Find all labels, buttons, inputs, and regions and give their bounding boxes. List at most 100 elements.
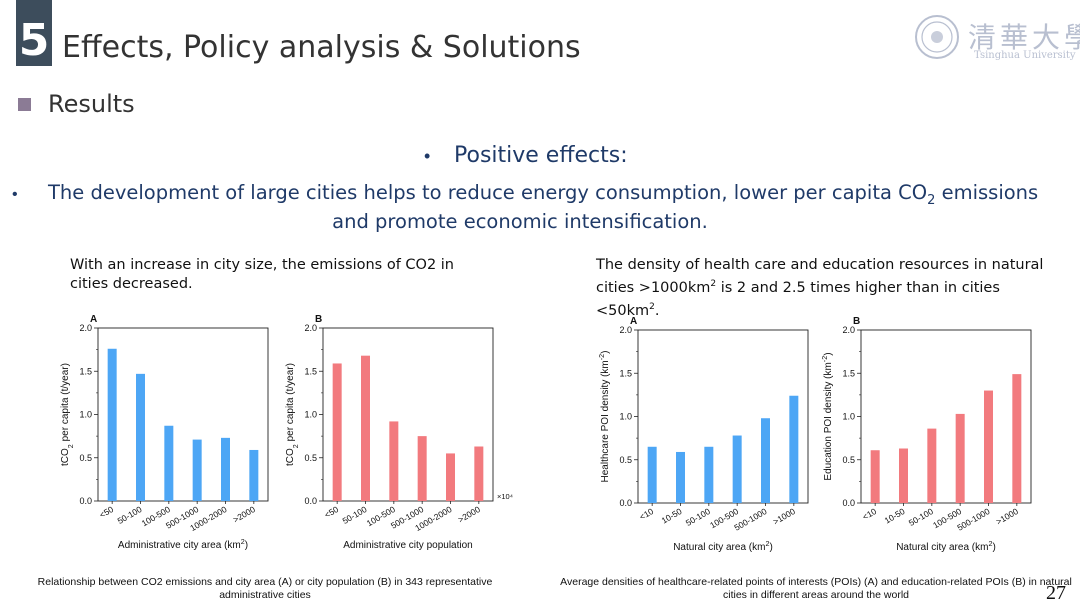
bar (870, 450, 880, 503)
chart-co2-vs-population: B0.00.51.01.52.0<50 50-100100-500500-1000… (285, 314, 513, 551)
y-tick-label: 1.0 (304, 410, 317, 420)
x-tick-label: 50-100 (684, 506, 712, 528)
university-seal-icon (915, 15, 959, 59)
bar (417, 436, 427, 501)
bar (732, 435, 742, 503)
x-tick-label: 50-100 (907, 506, 935, 528)
right-description-text: is 2 and 2.5 times higher than in cities… (596, 279, 1000, 319)
right-caption: Average densities of healthcare-related … (560, 576, 1072, 601)
y-axis-label: tCO2 per capita (t/year) (60, 363, 75, 466)
panel-label: A (630, 316, 637, 327)
plot-frame (322, 327, 494, 502)
bar (899, 448, 908, 503)
bar (984, 390, 993, 503)
x-tick-label: 500-1000 (732, 506, 768, 533)
y-axis-label: Healthcare POI density (km-2) (597, 350, 612, 482)
superscript: 2 (649, 301, 655, 312)
y-tick-label: 2.0 (842, 325, 855, 335)
x-tick-label: 10-50 (660, 506, 684, 526)
x-axis-label: Administrative city population (343, 540, 473, 551)
y-tick-label: 0.5 (842, 455, 855, 465)
section-number-badge: 5 (16, 0, 52, 66)
bar (389, 421, 399, 501)
right-description: The density of health care and education… (596, 256, 1046, 321)
page-title: Effects, Policy analysis & Solutions (62, 30, 581, 65)
x-tick-label: 10-50 (883, 506, 907, 526)
bar (704, 446, 714, 503)
y-axis-label: Education POI density (km-2) (820, 352, 835, 480)
sub-bullet-text: Positive effects: (454, 143, 628, 168)
x-tick-label: <10 (638, 506, 656, 522)
bar (676, 451, 685, 503)
x-multiplier-label: ×10⁴ (497, 492, 513, 501)
bar (474, 446, 484, 501)
bar (927, 428, 937, 503)
y-tick-label: 0.0 (304, 496, 317, 506)
bullet-icon: • (12, 186, 18, 203)
x-tick-label: 500-1000 (955, 506, 991, 533)
main-bullet-text-end: emissions (935, 181, 1039, 204)
left-caption: Relationship between CO2 emissions and c… (37, 576, 493, 601)
left-description: With an increase in city size, the emiss… (70, 257, 454, 292)
bar (361, 355, 370, 501)
y-tick-label: 1.5 (304, 366, 317, 376)
main-bullet-line1: The development of large cities helps to… (48, 181, 1038, 208)
x-axis-label: Natural city area (km2) (896, 539, 996, 554)
main-bullet-text: The development of large cities helps to… (48, 181, 928, 204)
bar (955, 413, 965, 503)
right-description-text: The density of health care and education… (596, 257, 1044, 296)
bar (1012, 374, 1022, 503)
y-tick-label: 1.0 (619, 412, 632, 422)
x-tick-label: >2000 (231, 504, 257, 525)
university-logo: 清華大學 Tsinghua University (914, 14, 1080, 64)
right-description-text: . (654, 302, 660, 319)
y-tick-label: 0.0 (619, 498, 632, 508)
plot-frame (637, 329, 809, 504)
heading-square-icon (18, 98, 31, 111)
bar (332, 363, 342, 501)
x-tick-label: 50-100 (116, 504, 144, 526)
panel-label: B (853, 316, 860, 327)
co2-subscript: 2 (927, 192, 936, 208)
y-tick-label: 1.5 (842, 368, 855, 378)
plot-frame (97, 327, 269, 502)
y-tick-label: 2.0 (79, 323, 92, 333)
y-tick-label: 1.5 (79, 366, 92, 376)
x-tick-label: 50-100 (341, 504, 369, 526)
x-axis-label: Natural city area (km2) (673, 539, 773, 554)
bar (192, 439, 202, 501)
panel-label: A (90, 314, 97, 325)
y-tick-label: 0.0 (79, 496, 92, 506)
bar (249, 449, 259, 501)
superscript: 2 (710, 279, 717, 289)
y-tick-label: 0.0 (842, 498, 855, 508)
bar (446, 453, 455, 501)
page-number: 27 (1046, 582, 1066, 604)
y-tick-label: 0.5 (619, 455, 632, 465)
logo-chinese-text: 清華大學 (968, 21, 1080, 54)
x-tick-label: >2000 (456, 504, 482, 525)
bar (789, 395, 799, 503)
y-tick-label: 1.0 (79, 410, 92, 420)
panel-label: B (315, 314, 322, 325)
bar (221, 437, 230, 501)
chart-co2-vs-area: A0.00.51.01.52.0<50 50-100100-500500-1000… (60, 314, 269, 551)
y-tick-label: 1.0 (842, 412, 855, 422)
y-tick-label: 2.0 (619, 325, 632, 335)
bar (761, 418, 770, 503)
plot-frame (860, 329, 1032, 504)
chart-education-poi: B0.00.51.01.52.0<10 10-50 50-100100-500500… (820, 316, 1032, 554)
section-heading: Results (48, 90, 135, 118)
bar (647, 446, 657, 503)
x-tick-label: <50 (98, 504, 116, 520)
y-axis-label: tCO2 per capita (t/year) (285, 363, 300, 466)
chart-healthcare-poi: A0.00.51.01.52.0<10 10-50 50-100100-500500… (597, 316, 809, 554)
y-tick-label: 0.5 (304, 453, 317, 463)
bar (164, 425, 174, 501)
y-tick-label: 2.0 (304, 323, 317, 333)
x-tick-label: >1000 (994, 506, 1020, 527)
bullet-icon: • (424, 146, 431, 166)
logo-english-text: Tsinghua University (974, 50, 1076, 61)
y-tick-label: 0.5 (79, 453, 92, 463)
main-bullet-line2: and promote economic intensification. (332, 210, 708, 233)
